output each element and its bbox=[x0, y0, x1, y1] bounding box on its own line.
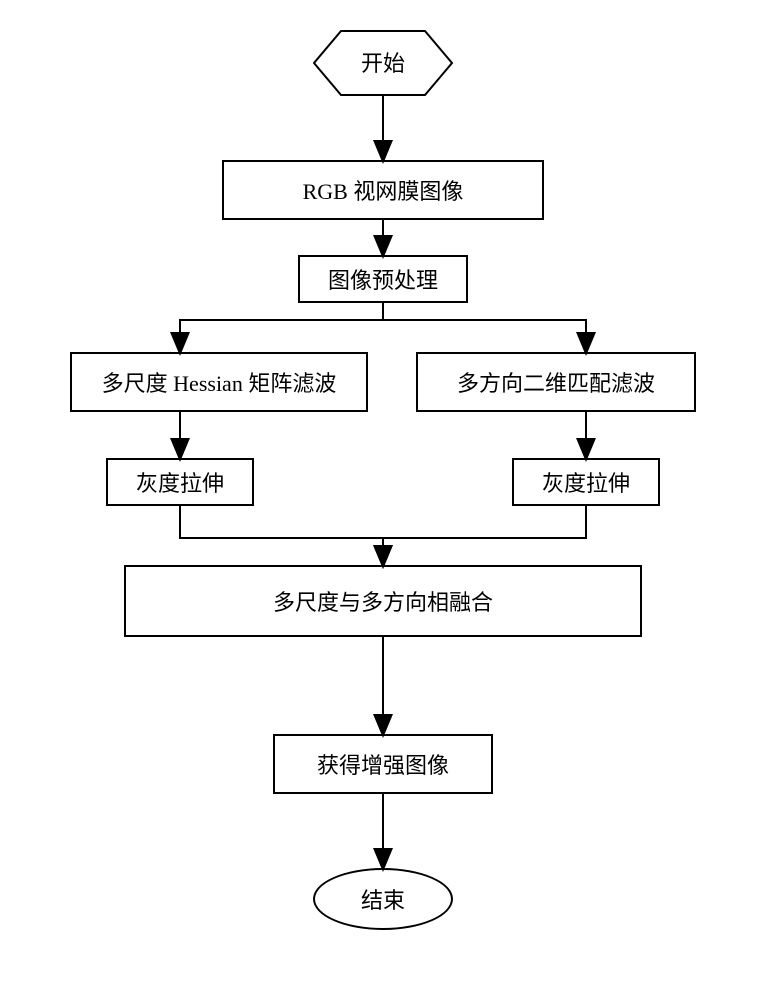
edge-gray1-to-fuse bbox=[180, 506, 383, 565]
enhanced-image-node: 获得增强图像 bbox=[273, 734, 493, 794]
preprocess-label: 图像预处理 bbox=[328, 263, 438, 295]
gray-stretch-left-label: 灰度拉伸 bbox=[136, 466, 224, 498]
edge-gray2-to-fuse bbox=[383, 506, 586, 565]
start-label: 开始 bbox=[361, 51, 405, 76]
rgb-node: RGB 视网膜图像 bbox=[222, 160, 544, 220]
edge-pre-to-hessian bbox=[180, 303, 383, 352]
rgb-label: RGB 视网膜图像 bbox=[303, 174, 464, 206]
hessian-node: 多尺度 Hessian 矩阵滤波 bbox=[70, 352, 368, 412]
end-label: 结束 bbox=[361, 883, 405, 915]
edge-pre-to-match bbox=[383, 303, 586, 352]
preprocess-node: 图像预处理 bbox=[298, 255, 468, 303]
match-filter-node: 多方向二维匹配滤波 bbox=[416, 352, 696, 412]
gray-stretch-left-node: 灰度拉伸 bbox=[106, 458, 254, 506]
match-filter-label: 多方向二维匹配滤波 bbox=[457, 366, 655, 398]
hessian-label: 多尺度 Hessian 矩阵滤波 bbox=[102, 366, 337, 398]
end-node: 结束 bbox=[313, 868, 453, 930]
gray-stretch-right-node: 灰度拉伸 bbox=[512, 458, 660, 506]
fusion-label: 多尺度与多方向相融合 bbox=[273, 585, 493, 617]
fusion-node: 多尺度与多方向相融合 bbox=[124, 565, 642, 637]
gray-stretch-right-label: 灰度拉伸 bbox=[542, 466, 630, 498]
enhanced-image-label: 获得增强图像 bbox=[317, 748, 449, 780]
start-node: 开始 bbox=[313, 30, 453, 96]
